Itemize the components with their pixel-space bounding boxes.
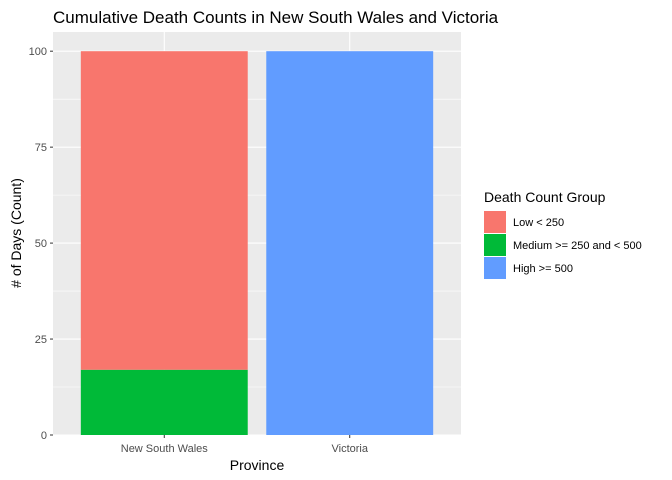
legend-key xyxy=(484,257,506,279)
y-tick-label: 25 xyxy=(35,334,47,346)
y-axis-ticks: 0 25 50 75 100 xyxy=(29,46,53,442)
bar-segment xyxy=(266,51,434,435)
bar-segment xyxy=(80,51,248,370)
y-tick-label: 0 xyxy=(41,430,47,442)
legend-label: High >= 500 xyxy=(513,263,573,275)
x-tick-label: New South Wales xyxy=(121,443,209,455)
bars xyxy=(80,51,434,435)
y-tick-label: 100 xyxy=(29,46,47,58)
y-tick-label: 75 xyxy=(35,142,47,154)
legend-label: Medium >= 250 and < 500 xyxy=(513,240,642,252)
y-axis-title: # of Days (Count) xyxy=(8,178,24,288)
bar-segment xyxy=(80,369,248,435)
x-axis-ticks: New South Wales Victoria xyxy=(121,435,369,455)
y-tick-label: 50 xyxy=(35,238,47,250)
legend: Death Count Group Low < 250 Medium >= 250… xyxy=(484,189,642,279)
legend-title: Death Count Group xyxy=(484,189,606,205)
legend-key xyxy=(484,234,506,256)
x-axis-title: Province xyxy=(230,457,285,473)
legend-label: Low < 250 xyxy=(513,217,564,229)
chart-title: Cumulative Death Counts in New South Wal… xyxy=(53,8,499,27)
x-tick-label: Victoria xyxy=(331,443,368,455)
legend-key xyxy=(484,211,506,233)
